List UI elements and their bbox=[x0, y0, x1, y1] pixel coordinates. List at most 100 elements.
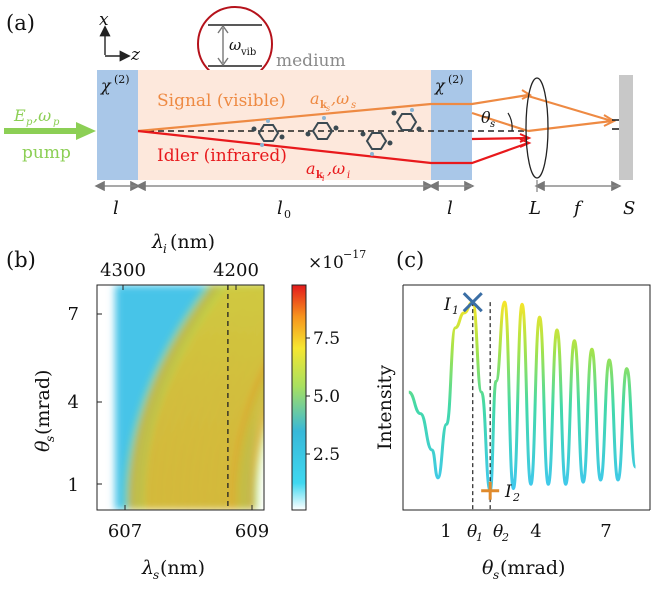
idler-label: Idler (infrared) bbox=[157, 146, 287, 166]
signal-beam bbox=[137, 93, 529, 133]
heatmap-fringe-band bbox=[231, 365, 264, 510]
pump-freq: ,ω bbox=[33, 106, 51, 125]
colorbar-tick-2.5: 2.5 bbox=[313, 445, 340, 465]
theta-s-symbol: θ bbox=[481, 108, 491, 127]
signal-mode-sub: k bbox=[320, 100, 328, 111]
y-tick-1: 1 bbox=[68, 475, 79, 496]
dim-l0: l bbox=[277, 198, 283, 219]
idler-mode-subsub: i bbox=[322, 174, 325, 183]
panel-c: (c) Intensity I 1 I 2 1 4 7 θ 1 θ 2 θ s … bbox=[374, 248, 651, 582]
axis-x-label: x bbox=[99, 10, 109, 30]
focal-label: f bbox=[572, 198, 584, 219]
panel-a-label: (a) bbox=[6, 11, 35, 35]
x-axis-label: λ bbox=[141, 557, 154, 579]
heatmap-fringe-band bbox=[221, 347, 264, 510]
signal-mode-subsub: s bbox=[326, 104, 330, 113]
marker-I2 bbox=[481, 481, 500, 500]
colorbar-exp: −17 bbox=[343, 248, 366, 261]
chi2-left-symbol: χ bbox=[100, 76, 112, 95]
dim-l-left: l bbox=[113, 198, 119, 219]
pump-beam bbox=[4, 122, 96, 140]
theta-s-sub: s bbox=[490, 119, 495, 130]
y-tick-7: 7 bbox=[68, 304, 79, 325]
y-axis-label: θ bbox=[32, 440, 54, 452]
x-axis-sub: s bbox=[153, 568, 159, 582]
heatmap bbox=[97, 285, 264, 510]
dim-l-right: l bbox=[447, 198, 453, 219]
y-axis-sub: s bbox=[43, 436, 57, 442]
theta-arc bbox=[507, 112, 513, 132]
top-axis-sub: i bbox=[163, 242, 167, 256]
c-x-tick-4: 4 bbox=[530, 521, 541, 542]
heatmap-fringe-band bbox=[249, 409, 264, 510]
colorbar-tick-5.0: 5.0 bbox=[313, 387, 340, 407]
c-x-axis-label: θ bbox=[482, 557, 494, 579]
axis-indicator: x z bbox=[99, 10, 141, 65]
y-axis-unit: (mrad) bbox=[32, 370, 54, 435]
I1-sub: 1 bbox=[452, 304, 459, 317]
c-y-axis-label: Intensity bbox=[374, 365, 396, 450]
top-tick-4300: 4300 bbox=[100, 260, 146, 281]
lens bbox=[525, 77, 549, 179]
colorbar bbox=[291, 284, 307, 511]
pump-freq-sub: p bbox=[53, 117, 60, 128]
chi2-right-symbol: χ bbox=[434, 76, 446, 95]
signal-mode: a bbox=[310, 89, 320, 108]
intensity-markers bbox=[462, 292, 500, 500]
crystal-right bbox=[431, 70, 472, 180]
marker-I1 bbox=[462, 292, 483, 313]
x-tick-609: 609 bbox=[235, 521, 269, 542]
medium-label: medium bbox=[276, 51, 346, 71]
omega-vib-sub: vib bbox=[240, 47, 256, 58]
pump-label: pump bbox=[22, 143, 71, 163]
chi2-left-sup: (2) bbox=[114, 73, 130, 86]
y-tick-4: 4 bbox=[68, 392, 79, 413]
panel-b-label: (b) bbox=[6, 248, 36, 272]
axis-z-label: z bbox=[130, 45, 141, 65]
screen bbox=[619, 75, 633, 180]
intensity-curve bbox=[408, 300, 637, 493]
vibration-level-icon: ω vib bbox=[197, 6, 273, 82]
idler-freq-sub: i bbox=[347, 170, 350, 181]
heatmap-fringe-band bbox=[212, 332, 264, 510]
idler-beam bbox=[137, 129, 529, 165]
dimension-lines bbox=[94, 180, 622, 192]
signal-label: Signal (visible) bbox=[157, 91, 286, 111]
crystal-left bbox=[97, 70, 138, 180]
panel-a: (a) x z ω vib medium χ (2) χ (2) bbox=[4, 6, 635, 221]
omega-vib-symbol: ω bbox=[229, 36, 241, 54]
top-tick-4200: 4200 bbox=[213, 260, 259, 281]
top-axis-unit: (nm) bbox=[170, 231, 215, 253]
panel-c-label: (c) bbox=[396, 248, 424, 272]
panel-b: (b) λ i (nm) 4300 4200 7 4 1 θ s (mrad) … bbox=[6, 231, 366, 582]
theta2-sub: 2 bbox=[501, 531, 509, 544]
c-x-axis-sub: s bbox=[493, 568, 499, 582]
x-axis-unit: (nm) bbox=[160, 557, 205, 579]
c-x-axis-unit: (mrad) bbox=[500, 557, 565, 579]
colorbar-tick-7.5: 7.5 bbox=[313, 329, 340, 349]
top-axis-label: λ bbox=[151, 231, 164, 253]
medium-region bbox=[138, 70, 431, 180]
signal-freq-sub: s bbox=[351, 100, 356, 111]
dim-l0-sub: 0 bbox=[284, 208, 291, 221]
theta1-symbol: θ bbox=[467, 522, 477, 542]
idler-mode-sub: k bbox=[316, 170, 324, 181]
molecule-icons bbox=[251, 108, 422, 156]
pump-field: E bbox=[13, 106, 26, 125]
idler-freq: ,ω bbox=[327, 159, 345, 178]
signal-freq: ,ω bbox=[331, 89, 349, 108]
lens-label: L bbox=[528, 198, 541, 219]
heatmap-fringe-band bbox=[240, 385, 264, 510]
chi2-right-sup: (2) bbox=[448, 73, 464, 86]
I2-sub: 2 bbox=[512, 491, 520, 504]
colorbar-exp-base: ×10 bbox=[308, 253, 344, 273]
plot-c-axes bbox=[402, 285, 650, 511]
I2-label: I bbox=[504, 482, 512, 502]
theta1-sub: 1 bbox=[476, 531, 483, 544]
I1-label: I bbox=[443, 295, 451, 315]
c-x-tick-1: 1 bbox=[440, 521, 451, 542]
x-tick-607: 607 bbox=[108, 521, 142, 542]
idler-mode: a bbox=[306, 159, 316, 178]
c-x-tick-7: 7 bbox=[600, 521, 611, 542]
screen-label: S bbox=[623, 198, 635, 219]
